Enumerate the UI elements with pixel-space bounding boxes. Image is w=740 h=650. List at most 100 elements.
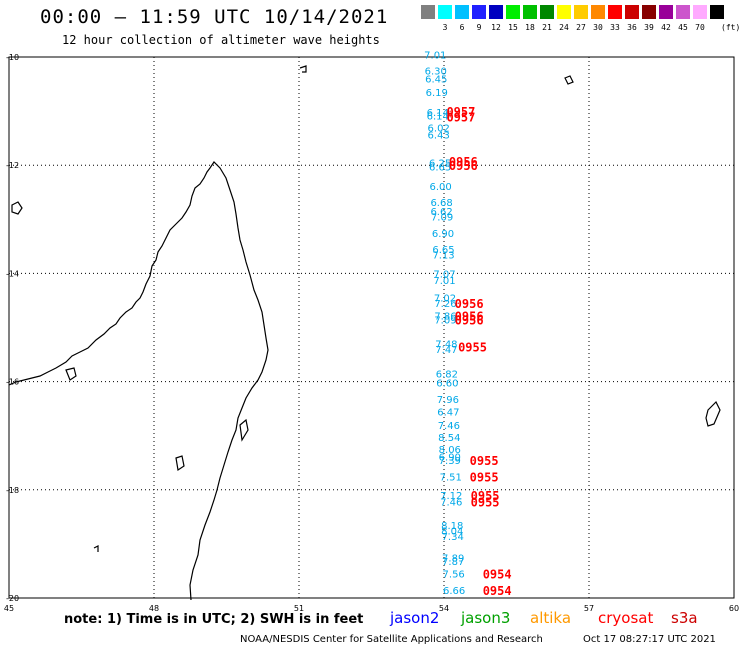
pass-time-label: 0955 <box>470 470 499 484</box>
legend-item-jason2: jason2 <box>390 609 440 627</box>
swh-value-label: 7.48 <box>435 340 457 351</box>
swh-value-label: 7.56 <box>443 570 465 581</box>
island-fragment <box>239 418 249 442</box>
scale-swatch <box>574 5 588 19</box>
swh-value-label: 7.09 <box>434 315 456 326</box>
scale-swatch <box>438 5 452 19</box>
scale-swatch <box>693 5 707 19</box>
swh-value-label: 7.96 <box>437 395 459 406</box>
swh-value-label: 6.00 <box>429 182 451 193</box>
swh-value-label: 7.07 <box>433 269 455 280</box>
scale-swatch <box>489 5 503 19</box>
legend-item-s3a: s3a <box>671 609 698 627</box>
units-note: note: 1) Time is in UTC; 2) SWH is in fe… <box>64 612 364 627</box>
scale-swatch <box>421 5 435 19</box>
scale-tick-label: 24 <box>559 23 569 32</box>
swh-value-label: 6.62 <box>430 207 452 218</box>
scale-tick-label: 33 <box>610 23 620 32</box>
scale-tick-label: 39 <box>644 23 654 32</box>
pass-time-label: 0955 <box>470 454 499 468</box>
scale-swatch <box>591 5 605 19</box>
swh-value-label: 7.46 <box>438 421 460 432</box>
scale-swatch <box>676 5 690 19</box>
swh-value-label: 8.54 <box>438 433 460 444</box>
latitude-tick-label: -20 <box>6 594 19 603</box>
island-fragment <box>93 545 99 552</box>
island-fragment <box>564 75 574 85</box>
map-title: 00:00 – 11:59 UTC 10/14/2021 <box>40 6 389 28</box>
scale-tick-label: 18 <box>525 23 535 32</box>
pass-time-labels: 0957095709560956095609560956095509550955… <box>446 105 511 598</box>
swh-value-label: 7.09 <box>431 213 453 224</box>
scale-unit-label: (ft) <box>721 23 740 32</box>
longitude-tick-label: 60 <box>729 604 739 613</box>
swh-value-label: 7.51 <box>440 472 462 483</box>
swh-value-label: 6.30 <box>425 67 447 78</box>
latitude-tick-label: -14 <box>6 269 19 278</box>
swh-value-label: 6.90 <box>432 229 454 240</box>
scale-tick-label: 27 <box>576 23 586 32</box>
scale-tick-label: 9 <box>476 23 482 32</box>
pass-time-label: 0957 <box>446 111 475 125</box>
swh-value-label: 7.01 <box>433 276 455 287</box>
island-fragment <box>11 201 23 215</box>
swh-value-label: 6.47 <box>437 407 459 418</box>
credit-line: NOAA/NESDIS Center for Satellite Applica… <box>240 634 543 645</box>
coastline <box>8 65 721 601</box>
swh-value-label: 8.06 <box>439 445 461 456</box>
scale-swatch <box>625 5 639 19</box>
scale-tick-label: 70 <box>695 23 705 32</box>
island-fragment <box>705 400 721 427</box>
longitude-tick-label: 48 <box>149 604 159 613</box>
swh-value-label: 6.45 <box>425 75 447 86</box>
swh-value-label: 8.04 <box>441 526 463 537</box>
scale-swatch <box>659 5 673 19</box>
scale-tick-label: 12 <box>491 23 501 32</box>
scale-tick-label: 45 <box>678 23 688 32</box>
longitude-tick-label: 51 <box>294 604 304 613</box>
legend-item-cryosat: cryosat <box>598 609 654 627</box>
island-fragment <box>175 455 185 472</box>
scale-swatch <box>608 5 622 19</box>
swh-value-label: 7.46 <box>440 498 462 509</box>
madagascar-coastline <box>8 161 269 601</box>
pass-time-label: 0955 <box>471 496 500 510</box>
scale-tick-label: 6 <box>459 23 465 32</box>
island-fragment <box>299 65 307 73</box>
map-subtitle: 12 hour collection of altimeter wave hei… <box>62 33 380 47</box>
swh-value-label: 8.18 <box>441 521 463 532</box>
pass-time-label: 0956 <box>455 297 484 311</box>
swh-value-label: 7.34 <box>442 532 464 543</box>
pass-time-label: 0956 <box>449 159 478 173</box>
latitude-labels: -10 -12 -14 -16 -18 -20 <box>6 53 19 603</box>
scale-tick-label: 21 <box>542 23 552 32</box>
swh-value-label: 6.68 <box>430 198 452 209</box>
map-frame <box>8 56 735 599</box>
island-fragment <box>65 367 77 381</box>
swh-value-label: 7.89 <box>442 553 464 564</box>
pass-time-label: 0957 <box>446 105 475 119</box>
latitude-tick-label: -16 <box>6 378 19 387</box>
swh-value-label: 6.14 <box>427 111 449 122</box>
pass-time-label: 0956 <box>455 313 484 327</box>
swh-value-label: 6.65 <box>429 162 451 173</box>
scale-swatch <box>710 5 724 19</box>
scale-swatch <box>455 5 469 19</box>
scale-swatch <box>557 5 571 19</box>
swh-value-label: 6.66 <box>443 586 465 597</box>
scale-swatch <box>642 5 656 19</box>
legend-item-jason3: jason3 <box>461 609 511 627</box>
swh-observations: 7.016.306.456.196.146.146.026.436.256.65… <box>424 50 465 597</box>
pass-time-label: 0954 <box>483 568 512 582</box>
swh-value-label: 6.19 <box>426 88 448 99</box>
scale-swatch <box>540 5 554 19</box>
latitude-tick-label: -10 <box>6 53 19 62</box>
swh-value-label: 6.60 <box>436 379 458 390</box>
swh-value-label: 7.87 <box>442 557 464 568</box>
swh-value-label: 6.82 <box>436 369 458 380</box>
swh-value-label: 6.43 <box>428 130 450 141</box>
swh-value-label: 7.01 <box>424 50 446 61</box>
swh-value-label: 7.86 <box>434 312 456 323</box>
scale-tick-label: 15 <box>508 23 518 32</box>
